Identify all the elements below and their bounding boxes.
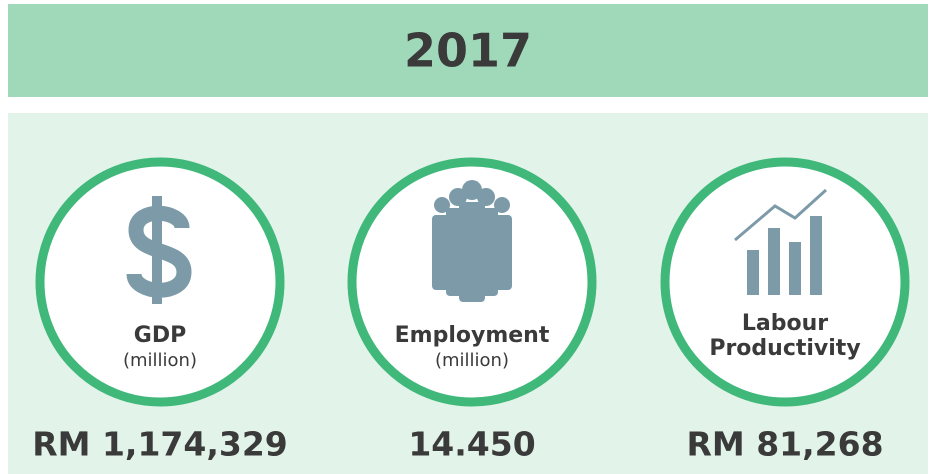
- header-title: 2017: [404, 24, 532, 78]
- chart-icon: [734, 188, 828, 295]
- item-unit: (million): [123, 350, 197, 371]
- item-value: 14.450: [408, 425, 535, 464]
- item-label: Labour: [742, 311, 828, 336]
- header-band: [8, 4, 928, 97]
- people-icon: [432, 180, 512, 302]
- item-value: RM 1,174,329: [32, 425, 288, 464]
- dollar-icon: [126, 196, 192, 304]
- item-label: Employment: [395, 323, 550, 348]
- item-label: GDP: [134, 323, 186, 348]
- circle: [660, 157, 910, 407]
- item-value: RM 81,268: [686, 425, 883, 464]
- item-unit: (million): [435, 350, 509, 371]
- item-label: Productivity: [709, 336, 860, 361]
